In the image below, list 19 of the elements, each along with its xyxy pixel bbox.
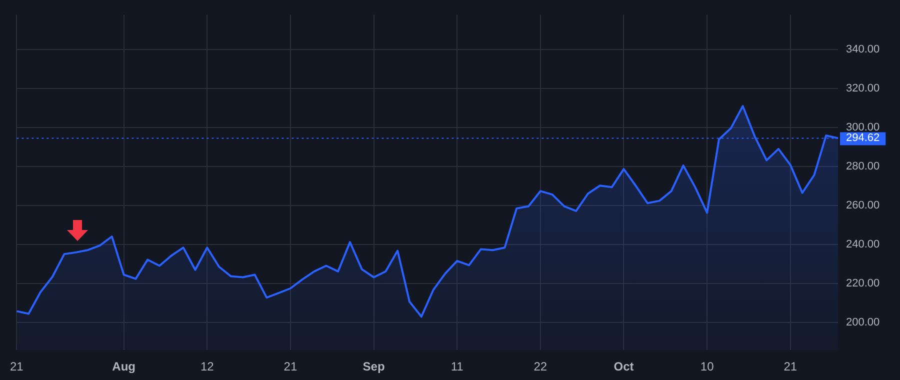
x-tick-label: Oct (614, 360, 634, 374)
x-tick-label: 21 (10, 360, 24, 374)
x-tick-label: 21 (784, 360, 798, 374)
x-tick-label: 12 (200, 360, 214, 374)
x-tick-label: Aug (112, 360, 136, 374)
y-tick-label: 320.00 (846, 82, 880, 95)
x-tick-label: 22 (534, 360, 548, 374)
y-tick-label: 340.00 (846, 44, 880, 56)
x-tick-label: 10 (700, 360, 714, 374)
x-tick-label: Sep (362, 360, 385, 374)
y-tick-label: 200.00 (846, 316, 880, 329)
y-tick-label: 260.00 (846, 200, 880, 212)
ref-line-label: 294.62 (846, 132, 880, 144)
y-tick-label: 220.00 (846, 278, 880, 290)
y-tick-label: 280.00 (846, 160, 880, 173)
y-tick-label: 240.00 (846, 238, 880, 251)
x-tick-label: 11 (450, 360, 464, 374)
y-tick-label: 300.00 (846, 122, 880, 134)
x-tick-label: 21 (284, 360, 298, 374)
